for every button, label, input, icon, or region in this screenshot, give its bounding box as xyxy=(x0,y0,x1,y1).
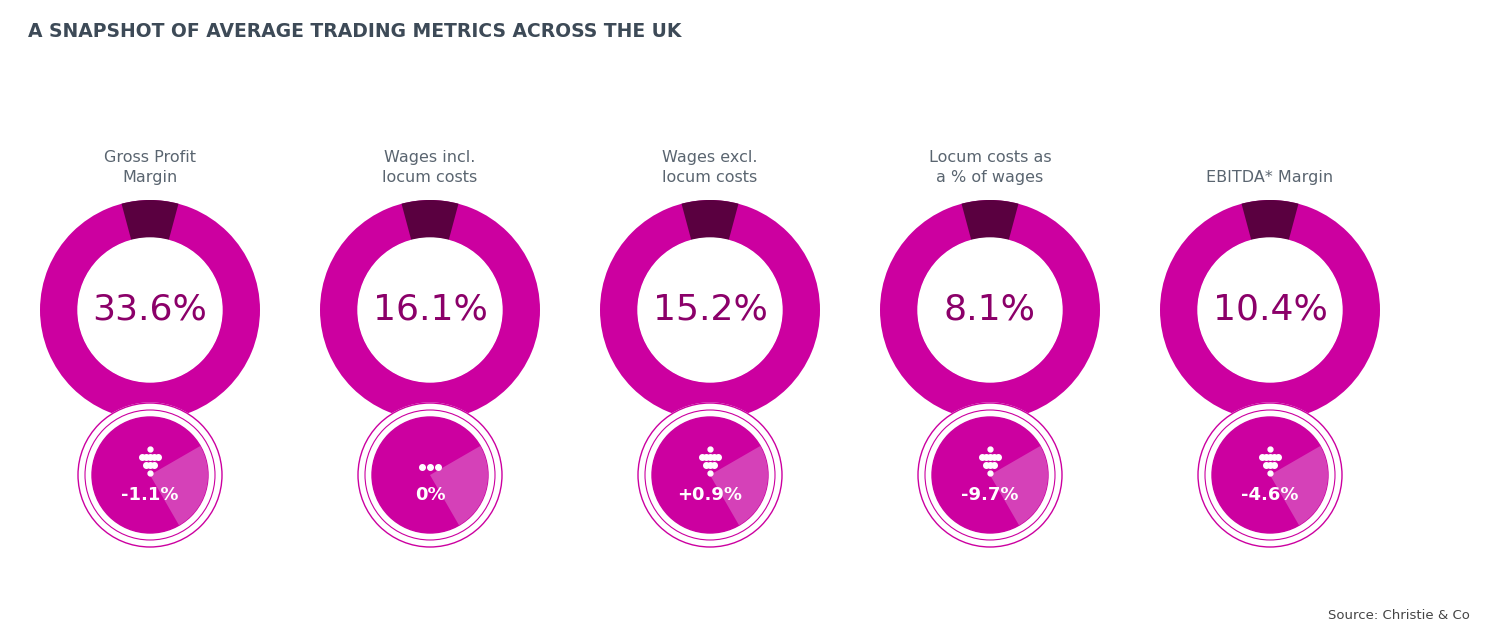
Circle shape xyxy=(638,238,782,382)
Wedge shape xyxy=(710,446,768,525)
Text: Locum costs as
a % of wages: Locum costs as a % of wages xyxy=(929,150,1052,185)
Circle shape xyxy=(638,403,782,547)
Circle shape xyxy=(1198,238,1342,382)
Circle shape xyxy=(652,417,768,533)
Circle shape xyxy=(1212,417,1329,533)
Text: Source: Christie & Co: Source: Christie & Co xyxy=(1329,609,1470,622)
Wedge shape xyxy=(40,200,261,420)
Text: 10.4%: 10.4% xyxy=(1212,293,1327,327)
Circle shape xyxy=(91,417,208,533)
Circle shape xyxy=(918,403,1062,547)
Circle shape xyxy=(932,417,1049,533)
Text: -9.7%: -9.7% xyxy=(962,486,1019,504)
Text: 16.1%: 16.1% xyxy=(373,293,487,327)
Wedge shape xyxy=(879,200,1100,420)
Wedge shape xyxy=(430,446,488,525)
Wedge shape xyxy=(121,200,178,241)
Circle shape xyxy=(78,238,222,382)
Text: +0.9%: +0.9% xyxy=(677,486,743,504)
Wedge shape xyxy=(150,446,208,525)
Wedge shape xyxy=(321,200,539,420)
Wedge shape xyxy=(1159,200,1380,420)
Text: Wages excl.
locum costs: Wages excl. locum costs xyxy=(662,150,758,185)
Wedge shape xyxy=(601,200,819,420)
Wedge shape xyxy=(1270,446,1329,525)
Text: 0%: 0% xyxy=(415,486,445,504)
Wedge shape xyxy=(990,446,1049,525)
Circle shape xyxy=(918,238,1062,382)
Wedge shape xyxy=(401,200,458,241)
Circle shape xyxy=(358,403,502,547)
Wedge shape xyxy=(962,200,1019,241)
Circle shape xyxy=(1198,403,1342,547)
Text: -4.6%: -4.6% xyxy=(1242,486,1299,504)
Text: 15.2%: 15.2% xyxy=(653,293,767,327)
Text: Gross Profit
Margin: Gross Profit Margin xyxy=(103,150,196,185)
Text: Wages incl.
locum costs: Wages incl. locum costs xyxy=(382,150,478,185)
Text: 8.1%: 8.1% xyxy=(944,293,1037,327)
Text: EBITDA* Margin: EBITDA* Margin xyxy=(1206,170,1333,185)
Wedge shape xyxy=(682,200,739,241)
Text: -1.1%: -1.1% xyxy=(121,486,178,504)
Wedge shape xyxy=(1242,200,1299,241)
Circle shape xyxy=(78,403,222,547)
Text: A SNAPSHOT OF AVERAGE TRADING METRICS ACROSS THE UK: A SNAPSHOT OF AVERAGE TRADING METRICS AC… xyxy=(28,22,682,41)
Circle shape xyxy=(372,417,488,533)
Circle shape xyxy=(358,238,502,382)
Text: 33.6%: 33.6% xyxy=(93,293,207,327)
